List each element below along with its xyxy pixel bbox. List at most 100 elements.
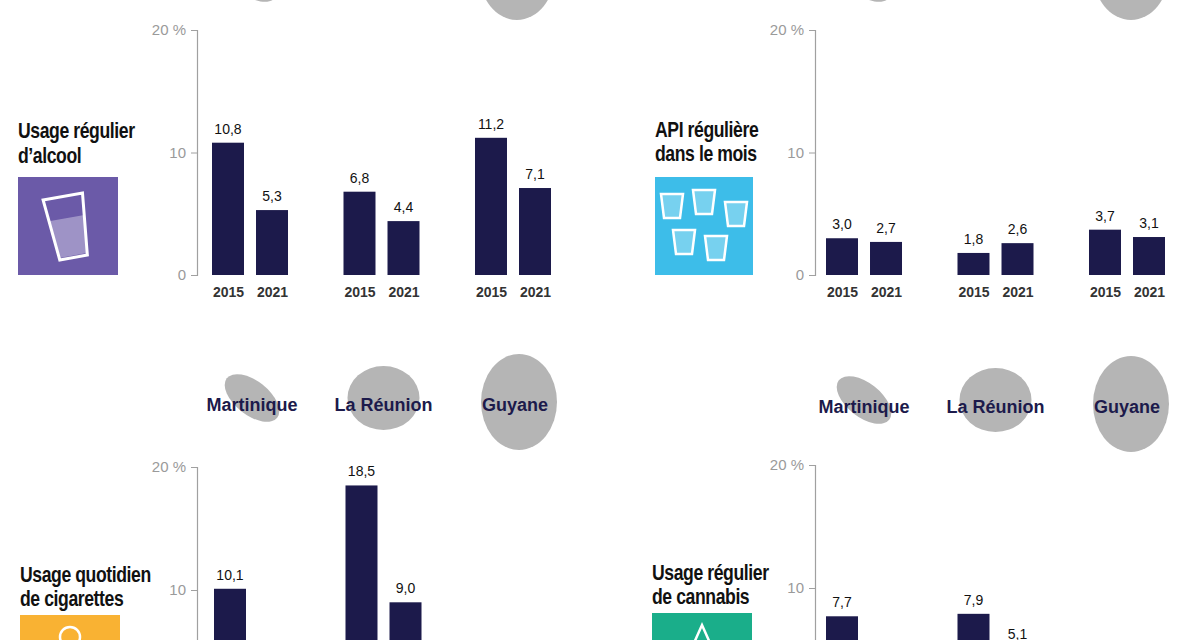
data-labels: 3,02,71,82,63,73,1 <box>832 208 1159 247</box>
icon-glass <box>705 236 727 260</box>
x-tick-label: 2015 <box>213 284 244 300</box>
y-tick: 10 <box>169 581 197 598</box>
chart-panel: 01020 %2015202120152021201520213,02,71,8… <box>655 0 1169 300</box>
x-tick: 2015 <box>958 284 989 300</box>
data-label: 18,5 <box>348 463 375 479</box>
data-label: 2,7 <box>876 220 896 236</box>
bar <box>957 614 989 640</box>
y-axis: 10 20 % <box>770 456 816 640</box>
y-tick: 0 <box>796 266 815 283</box>
bars <box>212 138 551 275</box>
bar <box>388 221 420 275</box>
chart-title-line: Usage régulier <box>652 560 769 584</box>
bar <box>870 242 902 275</box>
data-label: 4,4 <box>394 199 414 215</box>
x-tick: 2021 <box>257 284 288 300</box>
icon-background <box>20 615 120 640</box>
bar <box>1089 230 1121 275</box>
data-label: 10,1 <box>216 567 243 583</box>
x-tick-label: 2015 <box>1090 284 1121 300</box>
group-label: La Réunion <box>335 395 433 415</box>
data-label: 3,1 <box>1139 215 1159 231</box>
group-label: Martinique <box>206 395 297 415</box>
x-tick: 2021 <box>520 284 551 300</box>
bar <box>390 602 422 640</box>
y-axis-line <box>191 31 198 276</box>
x-tick-label: 2021 <box>1134 284 1165 300</box>
icon-glass <box>725 202 747 226</box>
x-axis: 2015 2021 2015 2021 2015 2021 <box>827 284 1165 300</box>
icon-cannabis <box>694 625 710 640</box>
map-guyane <box>1093 356 1169 452</box>
icon-background <box>655 177 753 275</box>
y-tick: 10 <box>787 579 815 596</box>
y-tick-mark <box>809 30 815 31</box>
y-tick-label: 20 % <box>152 21 186 38</box>
x-tick: 2021 <box>871 284 902 300</box>
chart-title-line: de cigarettes <box>20 586 124 610</box>
y-axis: 0 10 20 % <box>770 21 816 283</box>
icon <box>20 615 120 640</box>
y-tick-label: 20 % <box>152 458 186 475</box>
bar <box>1002 243 1034 275</box>
bars <box>214 485 422 640</box>
x-tick: 2015 <box>213 284 244 300</box>
y-tick-label: 10 <box>169 581 186 598</box>
icon-glass <box>673 230 695 254</box>
y-tick: 20 % <box>770 456 815 473</box>
chart-title: Usage régulierde cannabis <box>652 560 769 608</box>
y-axis: 10 20 % <box>152 458 198 640</box>
x-tick: 2021 <box>388 284 419 300</box>
data-label: 3,7 <box>1095 208 1115 224</box>
chart-title-line: de cannabis <box>652 584 750 608</box>
icon-cigarette <box>60 627 80 640</box>
y-tick-mark <box>809 275 815 276</box>
x-tick-label: 2021 <box>388 284 419 300</box>
region-maps <box>828 0 1169 20</box>
y-tick: 20 % <box>770 21 815 38</box>
group-label: Guyane <box>1094 397 1160 417</box>
chart-title-line: Usage quotidien <box>20 562 151 586</box>
x-tick-label: 2015 <box>958 284 989 300</box>
bar <box>345 485 377 640</box>
x-tick-label: 2015 <box>476 284 507 300</box>
data-label: 7,1 <box>525 166 545 182</box>
x-tick-label: 2021 <box>871 284 902 300</box>
x-tick: 2021 <box>1002 284 1033 300</box>
y-tick: 20 % <box>152 21 197 38</box>
x-tick: 2015 <box>344 284 375 300</box>
y-axis-line <box>809 31 816 276</box>
data-label: 2,6 <box>1008 221 1028 237</box>
y-tick-label: 20 % <box>770 456 804 473</box>
x-tick-label: 2015 <box>827 284 858 300</box>
group-labels: MartiniqueLa RéunionGuyane <box>206 395 548 415</box>
data-label: 9,0 <box>396 580 416 596</box>
group-label: La Réunion <box>947 397 1045 417</box>
group-label: Martinique <box>818 397 909 417</box>
y-tick-mark <box>191 30 197 31</box>
y-tick-label: 10 <box>787 579 804 596</box>
region-maps <box>214 0 555 20</box>
group-labels: Martinique La Réunion Guyane <box>818 397 1160 417</box>
map-guyane <box>1093 0 1169 20</box>
icon-glass <box>43 193 93 261</box>
chart-title-line: Usage régulier <box>18 118 135 142</box>
chart-title: Usage quotidiende cigarettes <box>20 562 151 610</box>
x-axis: 2015 2021 2015 2021 2015 2021 <box>213 284 551 300</box>
y-axis-line <box>191 468 198 640</box>
y-tick-mark <box>191 275 197 276</box>
data-label: 5,3 <box>262 188 282 204</box>
x-tick-label: 2021 <box>1002 284 1033 300</box>
y-tick-mark <box>191 590 197 591</box>
bar <box>826 238 858 275</box>
y-axis: 01020 % <box>152 21 198 283</box>
y-axis-line <box>809 466 816 640</box>
y-tick-mark <box>191 467 197 468</box>
data-label: 7,7 <box>832 594 852 610</box>
icon <box>655 177 753 275</box>
y-tick-label: 10 <box>169 144 186 161</box>
data-label: 7,9 <box>964 592 984 608</box>
y-tick-label: 10 <box>787 144 804 161</box>
map-guyane <box>479 0 555 20</box>
bar <box>214 589 246 640</box>
